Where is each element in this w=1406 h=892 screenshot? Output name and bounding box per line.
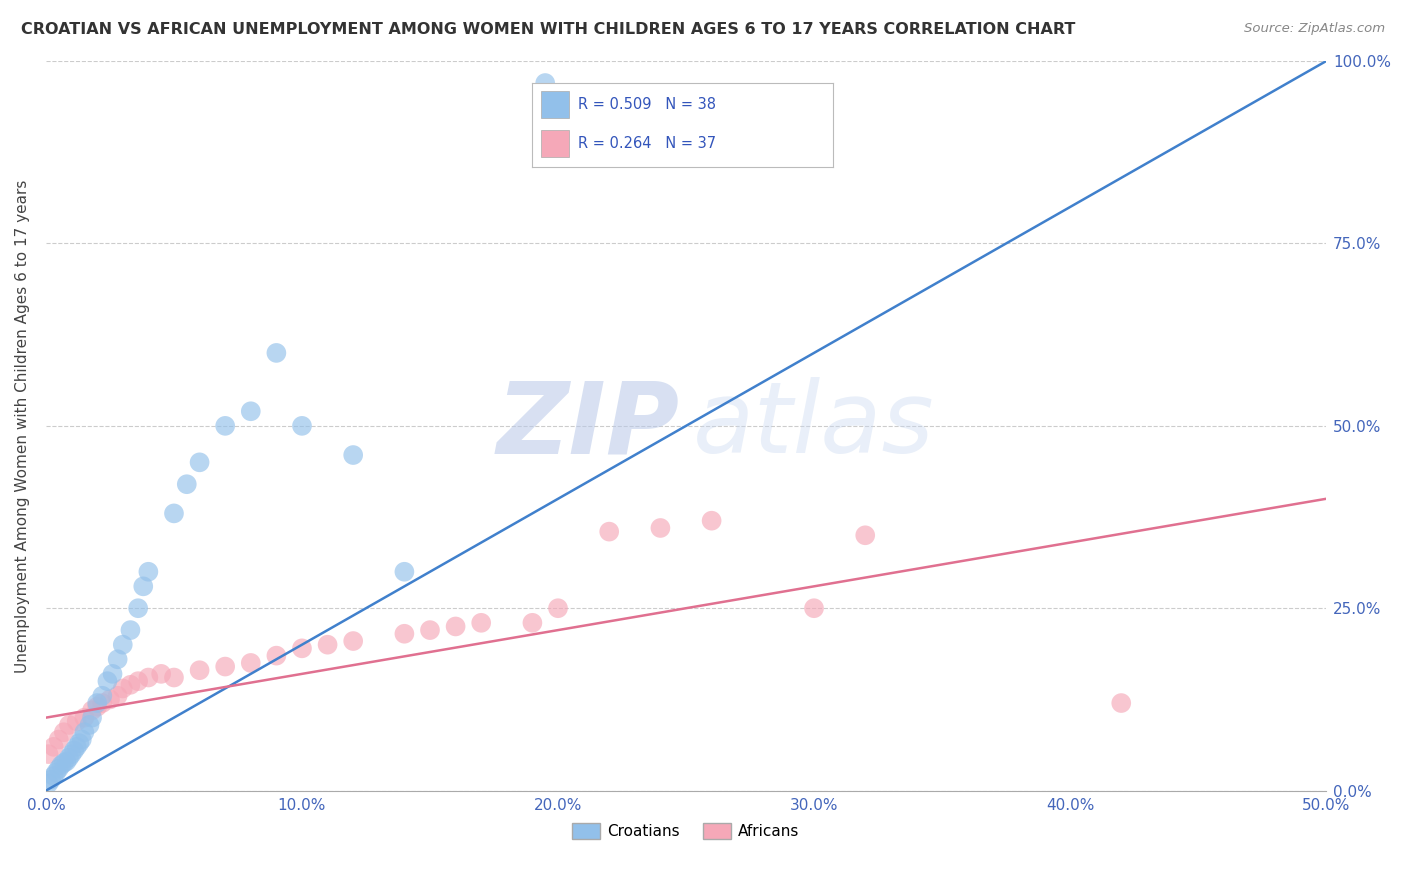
Point (163, 671, 186, 685)
Point (266, 648, 288, 663)
Point (853, 528, 876, 542)
Point (107, 689, 129, 703)
Point (1109, 696, 1132, 710)
Point (42, 739, 65, 754)
Point (70, 732, 93, 747)
Point (342, 634, 364, 648)
Point (42, 769, 65, 783)
Point (188, 455, 211, 469)
Point (79, 718, 101, 732)
Point (120, 623, 142, 637)
Point (52, 756, 75, 770)
Point (39, 772, 62, 787)
Text: CROATIAN VS AFRICAN UNEMPLOYMENT AMONG WOMEN WITH CHILDREN AGES 6 TO 17 YEARS CO: CROATIAN VS AFRICAN UNEMPLOYMENT AMONG W… (21, 22, 1076, 37)
Point (214, 418, 236, 433)
Point (120, 678, 142, 692)
Point (598, 524, 620, 539)
Point (73, 725, 96, 739)
Point (138, 565, 160, 579)
Y-axis label: Unemployment Among Women with Children Ages 6 to 17 years: Unemployment Among Women with Children A… (15, 179, 30, 673)
Point (534, 76, 557, 90)
Point (38, 747, 60, 761)
Point (188, 663, 211, 677)
Text: atlas: atlas (692, 377, 934, 475)
Point (51, 758, 73, 772)
Point (86, 696, 108, 710)
Point (67, 736, 90, 750)
Point (58, 750, 80, 764)
Point (239, 404, 262, 418)
Point (547, 601, 569, 615)
Point (266, 346, 288, 360)
Point (316, 638, 339, 652)
Point (163, 507, 186, 521)
Point (419, 623, 441, 637)
Point (394, 565, 416, 579)
Point (214, 659, 236, 673)
Point (55, 755, 77, 769)
Point (127, 601, 149, 615)
Legend: Croatians, Africans: Croatians, Africans (567, 817, 806, 845)
Point (342, 448, 364, 462)
Point (291, 418, 314, 433)
Point (138, 671, 160, 685)
Point (291, 641, 314, 656)
Point (48, 732, 70, 747)
Point (101, 666, 124, 681)
Point (48, 762, 70, 776)
Point (66, 739, 89, 754)
Point (239, 656, 262, 670)
Point (98, 692, 121, 706)
Point (700, 514, 723, 528)
Point (58, 718, 80, 732)
Point (176, 477, 198, 491)
Point (470, 615, 492, 630)
Point (45, 765, 67, 780)
Point (547, 98, 569, 112)
Point (63, 743, 86, 757)
Point (52, 725, 75, 739)
Point (91, 689, 114, 703)
Point (66, 714, 89, 729)
Text: Source: ZipAtlas.com: Source: ZipAtlas.com (1244, 22, 1385, 36)
Point (80, 711, 103, 725)
Point (444, 619, 467, 633)
Point (111, 638, 134, 652)
Point (86, 699, 108, 714)
Point (650, 521, 672, 535)
Point (96, 674, 118, 689)
Point (91, 696, 114, 710)
Point (522, 615, 544, 630)
Point (803, 601, 825, 615)
Point (107, 652, 129, 666)
Text: ZIP: ZIP (496, 377, 679, 475)
Point (150, 666, 173, 681)
Point (132, 579, 155, 593)
Point (127, 674, 149, 689)
Point (60, 747, 83, 761)
Point (80, 703, 103, 717)
Point (38, 776, 60, 790)
Point (394, 626, 416, 640)
Point (111, 681, 134, 696)
Point (73, 711, 96, 725)
